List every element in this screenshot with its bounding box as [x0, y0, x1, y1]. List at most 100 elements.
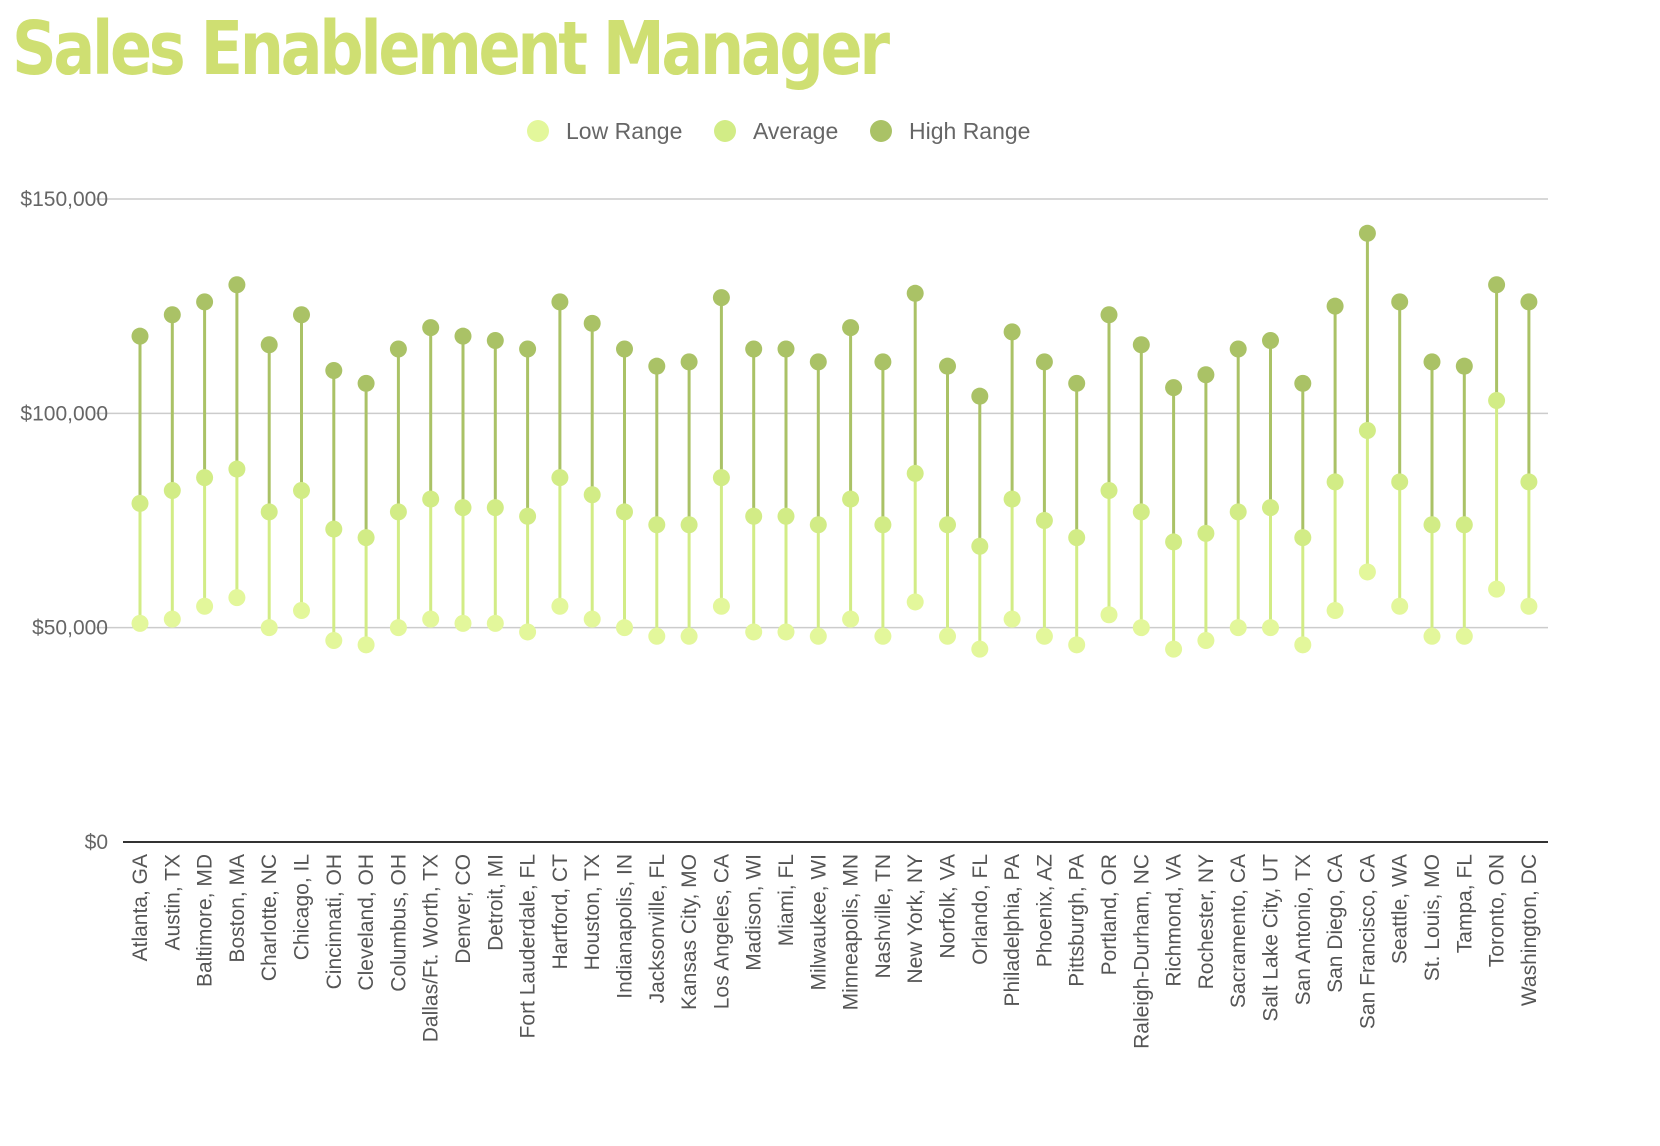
point-average [680, 516, 698, 534]
point-low-range [325, 632, 343, 650]
x-tick-label: Austin, TX [161, 854, 184, 951]
x-tick-label: Norfolk, VA [937, 854, 960, 959]
x-tick-label: Nashville, TN [872, 854, 895, 978]
y-tick-label: $100,000 [20, 402, 108, 425]
point-low-range [874, 627, 892, 645]
point-low-range [519, 623, 537, 641]
x-tick-label: Chicago, IL [291, 854, 314, 960]
point-low-range [971, 640, 989, 658]
legend-marker [870, 120, 892, 142]
x-tick-label: Pittsburgh, PA [1066, 854, 1089, 987]
x-tick-label: Hartford, CT [549, 854, 572, 970]
point-high-range [1229, 340, 1247, 358]
point-average [583, 486, 601, 504]
point-average [1423, 516, 1441, 534]
point-high-range [1100, 306, 1118, 324]
x-tick-label: Salt Lake City, UT [1260, 854, 1283, 1022]
x-tick-label: Indianapolis, IN [614, 854, 637, 999]
point-average [1197, 524, 1215, 542]
point-high-range [1197, 366, 1215, 384]
point-low-range [454, 614, 472, 632]
x-tick-label: Houston, TX [581, 854, 604, 970]
x-tick-label: Fort Lauderdale, FL [517, 854, 540, 1038]
x-tick-label: Denver, CO [452, 854, 475, 964]
point-average [1391, 473, 1409, 491]
point-high-range [551, 293, 569, 311]
point-high-range [1358, 224, 1376, 242]
point-average [1035, 512, 1053, 529]
point-average [809, 516, 827, 534]
gridlines [96, 198, 1548, 843]
legend: Low Range Average High Range [527, 118, 1030, 144]
x-tick-label: Minneapolis, MN [840, 854, 863, 1010]
point-low-range [680, 627, 698, 645]
point-high-range [1068, 374, 1086, 392]
point-low-range [1197, 632, 1215, 650]
x-tick-label: Toronto, ON [1486, 854, 1509, 967]
x-tick-label: Orlando, FL [969, 854, 992, 965]
point-low-range [551, 597, 569, 615]
point-average [1520, 473, 1538, 491]
point-low-range [1488, 580, 1506, 598]
point-low-range [906, 593, 924, 611]
y-tick-label: $150,000 [20, 188, 108, 211]
point-high-range [842, 319, 860, 337]
point-average [196, 469, 214, 487]
point-low-range [648, 627, 666, 645]
point-average [842, 490, 860, 508]
x-tick-label: New York, NY [904, 854, 927, 984]
x-tick-label: San Antonio, TX [1292, 854, 1315, 1005]
point-low-range [1003, 610, 1021, 628]
x-tick-label: Miami, FL [775, 854, 798, 946]
point-average [745, 507, 763, 525]
point-low-range [486, 614, 504, 632]
point-high-range [389, 340, 407, 358]
x-tick-label: Cincinnati, OH [323, 854, 346, 989]
x-tick-label: Madison, WI [743, 854, 766, 971]
legend-marker [527, 120, 549, 142]
point-average [131, 494, 149, 512]
x-tick-label: St. Louis, MO [1421, 854, 1444, 981]
point-low-range [1294, 636, 1312, 654]
point-high-range [1132, 336, 1150, 354]
point-high-range [1165, 379, 1183, 397]
x-tick-label: San Diego, CA [1324, 854, 1347, 993]
x-tick-label: Baltimore, MD [194, 854, 217, 987]
point-high-range [616, 340, 633, 358]
point-high-range [196, 293, 214, 311]
point-average [906, 464, 924, 482]
x-tick-label: Washington, DC [1518, 854, 1541, 1006]
x-tick-label: Columbus, OH [387, 854, 410, 992]
point-average [1132, 503, 1150, 521]
point-average [1003, 490, 1021, 508]
point-low-range [777, 623, 795, 641]
point-average [1068, 529, 1086, 547]
point-low-range [389, 619, 407, 637]
y-tick-label: $0 [85, 831, 108, 854]
point-high-range [163, 306, 181, 324]
point-average [1294, 529, 1312, 547]
data-points [131, 224, 1538, 658]
point-high-range [260, 336, 278, 354]
point-high-range [422, 319, 440, 337]
point-high-range [131, 327, 149, 345]
point-average [1455, 516, 1473, 534]
x-tick-label: Sacramento, CA [1227, 854, 1250, 1008]
point-average [1100, 481, 1118, 499]
x-tick-label: Rochester, NY [1195, 854, 1218, 989]
point-low-range [196, 597, 214, 615]
x-tick-label: Raleigh-Durham, NC [1130, 854, 1153, 1049]
x-axis: Atlanta, GA Austin, TX Baltimore, MD Boston… [129, 854, 1541, 1049]
point-average [293, 481, 310, 499]
point-average [616, 503, 633, 521]
x-tick-label: Phoenix, AZ [1033, 854, 1056, 967]
point-low-range [1229, 619, 1247, 637]
point-average [551, 469, 569, 487]
legend-marker [714, 120, 736, 142]
point-high-range [874, 353, 892, 371]
point-high-range [325, 361, 343, 379]
point-high-range [1488, 276, 1506, 294]
point-low-range [1165, 640, 1183, 658]
point-high-range [745, 340, 763, 358]
